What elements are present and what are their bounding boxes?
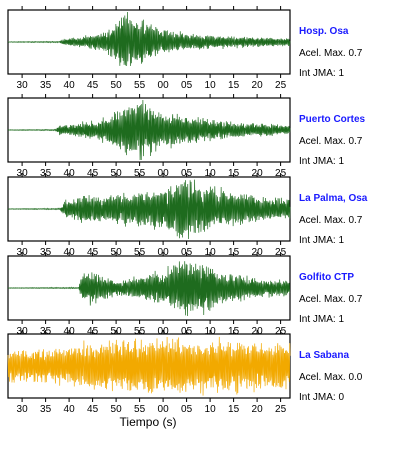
max-acceleration-label: Acel. Max. 0.0 [299,372,363,383]
jma-intensity-label: Int JMA: 0 [299,392,344,403]
waveform-series [7,11,291,67]
x-tick-label: 40 [64,404,76,415]
station-name: Hosp. Osa [299,26,349,37]
station-name: La Palma, Osa [299,193,368,204]
jma-intensity-label: Int JMA: 1 [299,156,344,167]
jma-intensity-label: Int JMA: 1 [299,235,344,246]
x-tick-label: 30 [17,404,29,415]
x-tick-label: 25 [275,80,287,91]
x-tick-label: 45 [87,404,99,415]
waveform-series [7,261,291,317]
max-acceleration-label: Acel. Max. 0.7 [299,294,363,305]
x-tick-label: 05 [181,404,193,415]
x-tick-label: 00 [158,80,170,91]
waveform-series [7,336,291,396]
x-axis-label: Tiempo (s) [120,415,177,429]
x-tick-label: 55 [134,404,146,415]
max-acceleration-label: Acel. Max. 0.7 [299,48,363,59]
x-tick-label: 35 [40,404,52,415]
x-tick-label: 10 [205,80,217,91]
panel: 30 35 40 45 50 55 00 05 10 15 20 25 Hosp. Osa Acel. M… [7,6,363,91]
x-tick-label: 25 [275,404,287,415]
x-axis: 30 35 40 45 50 55 00 05 10 15 20 25 [17,330,287,415]
x-tick-label: 45 [87,80,99,91]
x-tick-label: 55 [134,80,146,91]
station-name: Puerto Cortes [299,114,366,125]
x-tick-label: 40 [64,80,76,91]
waveform-series [7,179,291,240]
panels-layer: 30 35 40 45 50 55 00 05 10 15 20 25 Hosp. Osa Acel. M… [7,6,368,415]
x-tick-label: 20 [252,404,264,415]
x-tick-label: 15 [228,80,240,91]
panel: 30 35 40 45 50 55 00 05 10 15 20 25 La Sabana Acel. M… [7,330,363,415]
station-name: La Sabana [299,350,349,361]
x-tick-label: 20 [252,80,264,91]
x-tick-label: 35 [40,80,52,91]
station-name: Golfito CTP [299,272,354,283]
x-tick-label: 50 [111,80,123,91]
jma-intensity-label: Int JMA: 1 [299,68,344,79]
x-tick-label: 50 [111,404,123,415]
x-tick-label: 15 [228,404,240,415]
max-acceleration-label: Acel. Max. 0.7 [299,136,363,147]
max-acceleration-label: Acel. Max. 0.7 [299,215,363,226]
x-tick-label: 30 [17,80,29,91]
x-tick-label: 00 [158,404,170,415]
x-axis: 30 35 40 45 50 55 00 05 10 15 20 25 [17,6,287,91]
x-tick-label: 05 [181,80,193,91]
waveform-series [7,99,291,161]
x-tick-label: 10 [205,404,217,415]
jma-intensity-label: Int JMA: 1 [299,314,344,325]
